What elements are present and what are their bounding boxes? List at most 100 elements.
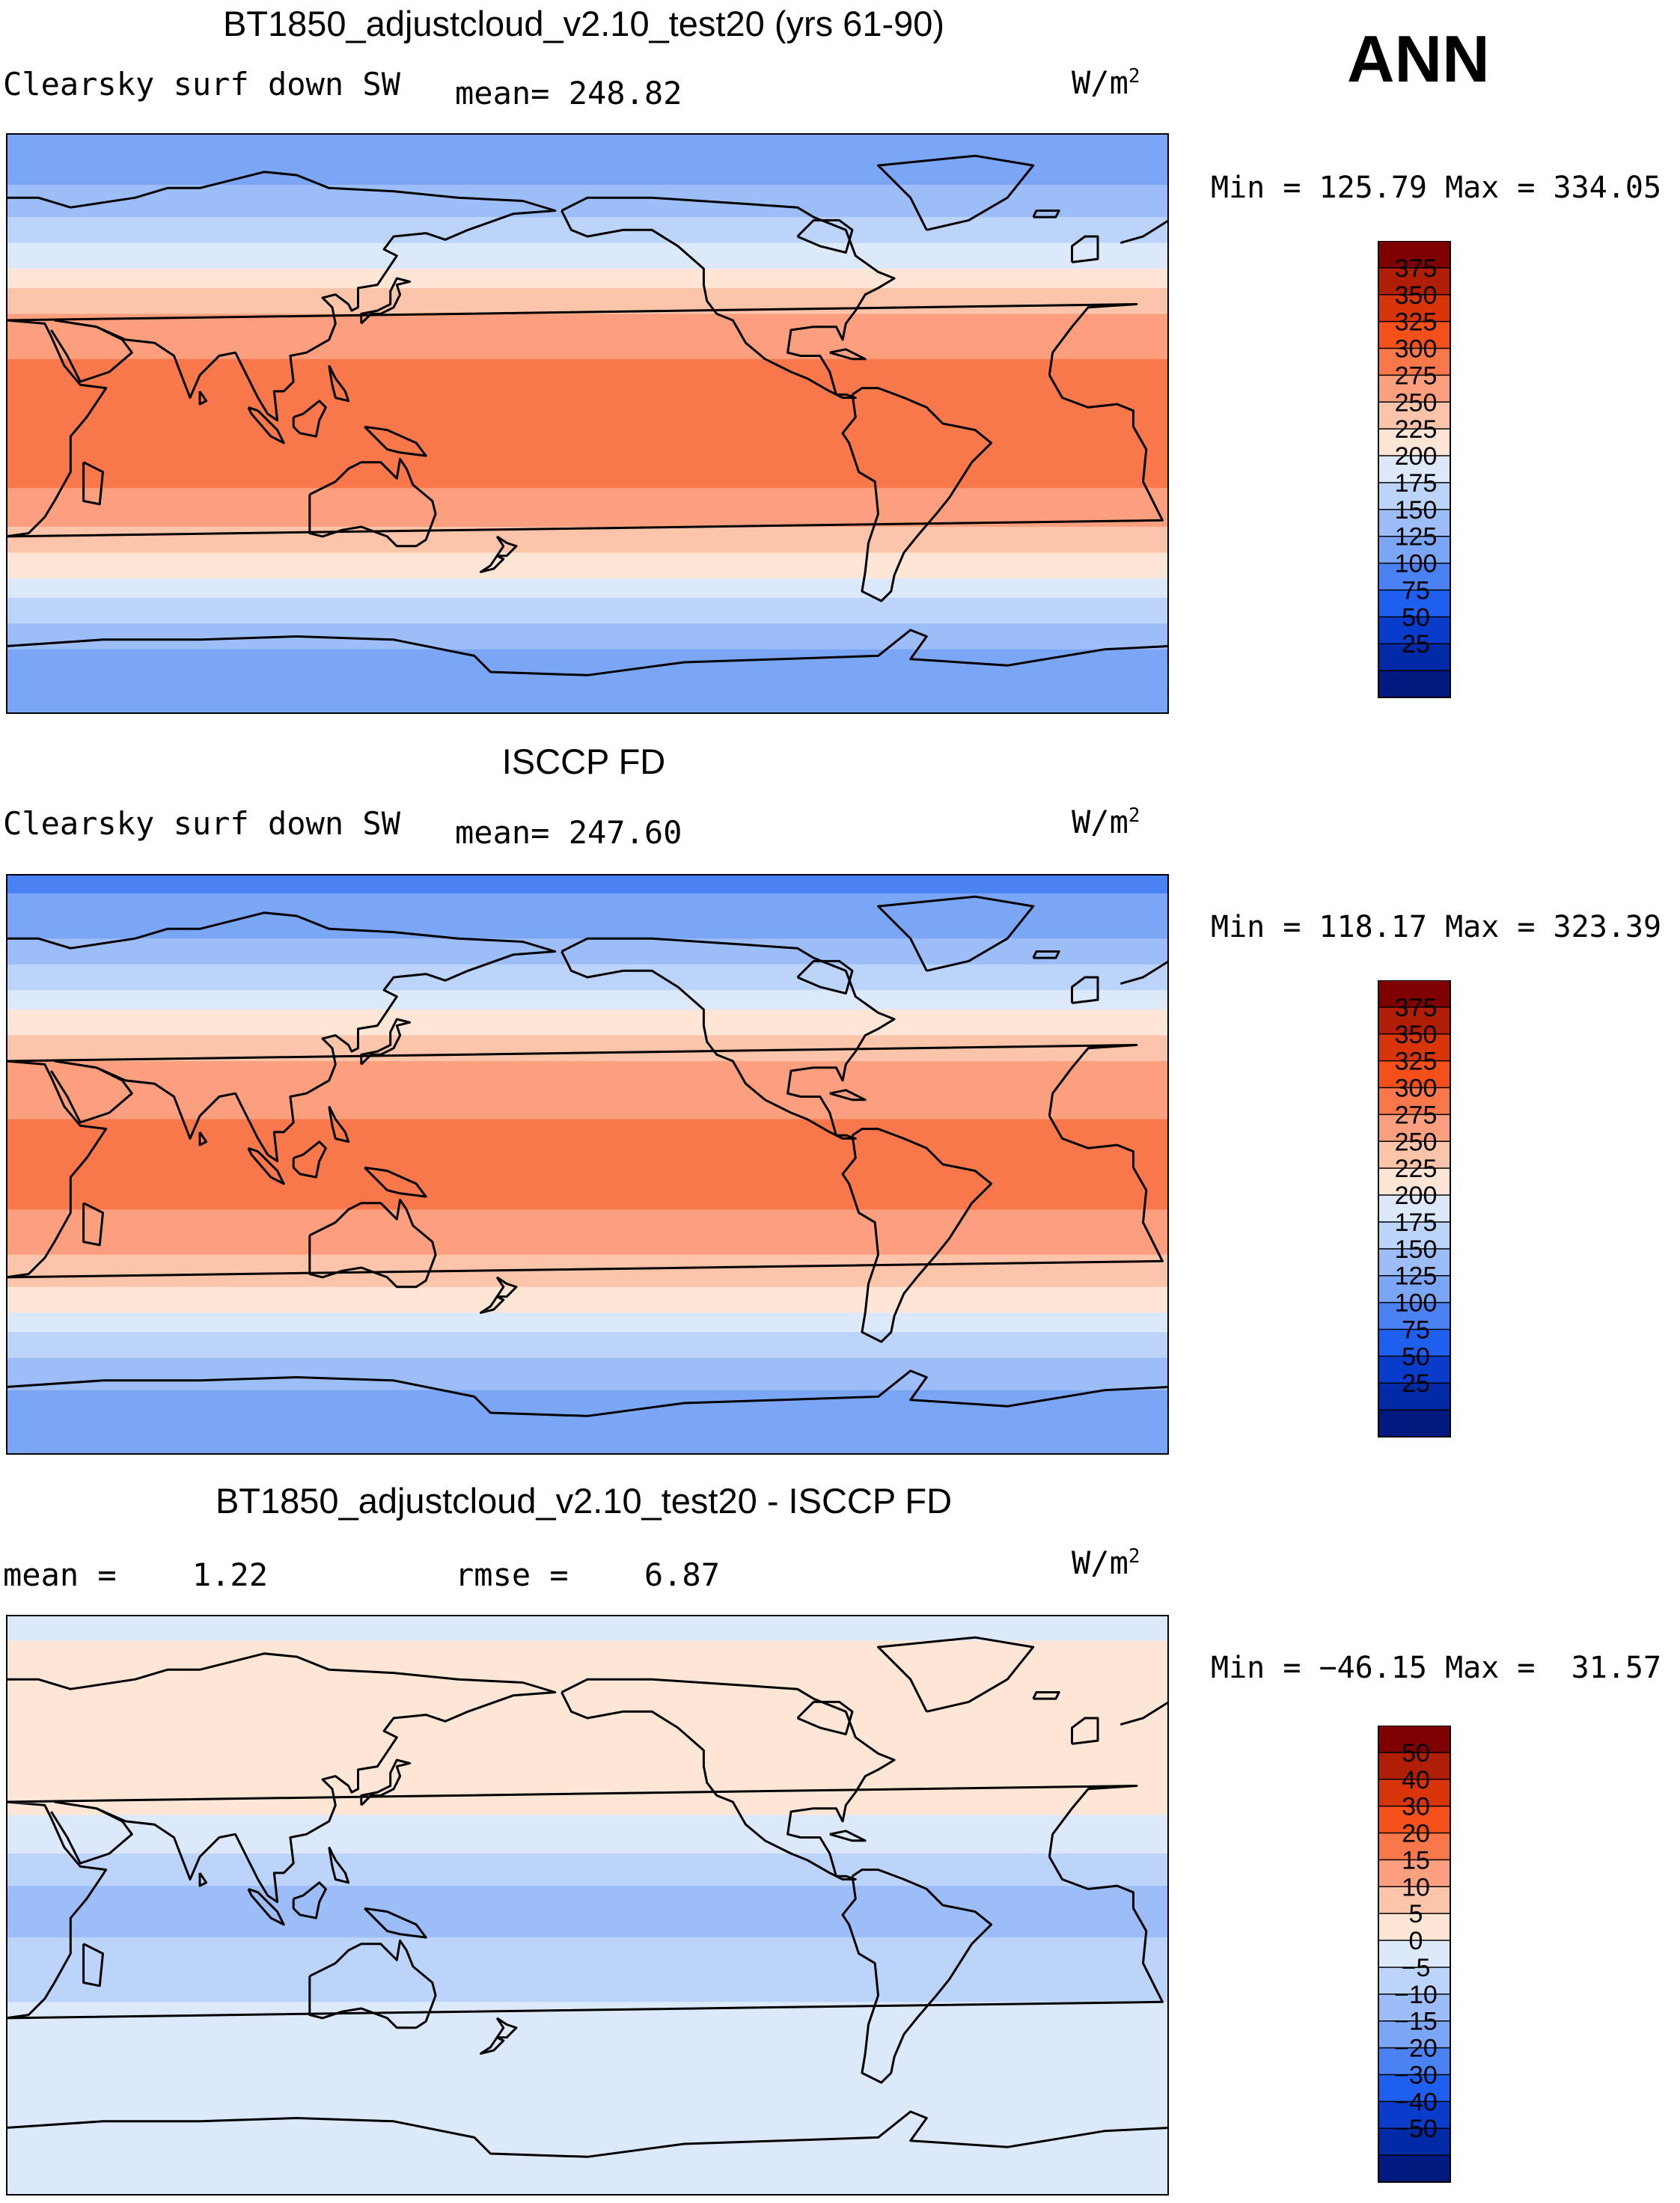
colorbar-box (1378, 509, 1450, 537)
heatmap-band (6, 1982, 1169, 1990)
heatmap-band (6, 1737, 1169, 1745)
heatmap-band (6, 417, 1169, 424)
heatmap-band (6, 456, 1169, 463)
coastline (1071, 976, 1099, 1004)
colorbar-box (1378, 1383, 1450, 1411)
heatmap-band (6, 1061, 1169, 1069)
heatmap-band (6, 1170, 1169, 1179)
coastline (1071, 1717, 1099, 1745)
heatmap-band (6, 2002, 1169, 2009)
heatmap-band (6, 1441, 1169, 1449)
heatmap-band (6, 1409, 1169, 1417)
colorbar-tick-label: 75 (1402, 576, 1430, 605)
colorbar-tick-label: 200 (1395, 442, 1438, 471)
heatmap-band (6, 1905, 1169, 1913)
coastline (360, 1018, 412, 1066)
heatmap-band (6, 1647, 1169, 1654)
heatmap-band (6, 938, 1169, 946)
heatmap-band (6, 1802, 1169, 1809)
heatmap-band (6, 1886, 1169, 1893)
heatmap-band (6, 1377, 1169, 1385)
heatmap-band (6, 1113, 1169, 1120)
colorbar-tick-label: 50 (1402, 1342, 1430, 1371)
heatmap-band (6, 1158, 1169, 1165)
colorbar-box (1378, 429, 1450, 456)
colorbar-tick-label: 125 (1395, 1262, 1438, 1291)
heatmap-band (6, 1422, 1169, 1430)
heatmap-band (6, 204, 1169, 212)
heatmap-band (6, 2014, 1169, 2023)
heatmap-band (6, 1717, 1169, 1726)
heatmap-band (6, 1435, 1169, 1443)
heatmap-band (6, 951, 1169, 959)
heatmap-band (6, 2111, 1169, 2119)
heatmap-band (6, 1808, 1169, 1816)
heatmap-band (6, 1119, 1169, 1127)
heatmap-band (6, 1827, 1169, 1836)
colorbar-box (1378, 1221, 1450, 1250)
heatmap-band (6, 1666, 1169, 1674)
colorbar-tick-label: 175 (1395, 469, 1438, 498)
heatmap-band (6, 287, 1169, 296)
colorbar-tick-label: 150 (1395, 1235, 1438, 1264)
heatmap-band (6, 507, 1169, 515)
heatmap-band (6, 675, 1169, 682)
coastline (841, 1128, 993, 1343)
heatmap-band (6, 2169, 1169, 2178)
heatmap-band (6, 1847, 1169, 1855)
heatmap-band (6, 899, 1169, 908)
heatmap-band (6, 152, 1169, 160)
colorbar-tick-label: 175 (1395, 1209, 1438, 1237)
heatmap-band (6, 178, 1169, 186)
panel-obs-unit: W/m2 (1072, 804, 1140, 840)
heatmap-band (6, 1222, 1169, 1230)
heatmap-band (6, 623, 1169, 631)
heatmap-band (6, 494, 1169, 502)
heatmap-band (6, 668, 1169, 676)
heatmap-band (6, 1197, 1169, 1204)
heatmap-band (6, 139, 1169, 147)
map-frame (6, 133, 1169, 714)
heatmap-band (6, 358, 1169, 367)
heatmap-band (6, 656, 1169, 664)
coastline (247, 1146, 285, 1185)
colorbar-tick-label: −50 (1394, 2115, 1438, 2143)
heatmap-band (6, 2118, 1169, 2126)
colorbar-tick-label: 0 (1409, 1927, 1423, 1955)
heatmap-band (6, 925, 1169, 933)
coastline (6, 1369, 1169, 1417)
heatmap-band (6, 501, 1169, 509)
coastline (877, 895, 1035, 972)
colorbar-tick-label: 25 (1402, 630, 1430, 659)
heatmap-band (6, 694, 1169, 702)
heatmap-band (6, 223, 1169, 231)
heatmap-band (6, 1750, 1169, 1758)
colorbar-box (1378, 1752, 1450, 1780)
coastline (829, 1089, 867, 1102)
colorbar-tick-label: 325 (1395, 1048, 1438, 1076)
colorbar-box (1378, 1168, 1450, 1196)
heatmap-band (6, 513, 1169, 522)
heatmap-band (6, 385, 1169, 392)
panel-obs-map (6, 874, 1169, 1455)
panel-model-title: BT1850_adjustcloud_v2.10_test20 (yrs 61-… (222, 4, 945, 43)
colorbar-tick-label: 300 (1395, 335, 1438, 364)
heatmap-band (6, 2182, 1169, 2190)
heatmap-band (6, 1866, 1169, 1874)
colorbar-tick-label: 10 (1402, 1873, 1430, 1901)
colorbar-box (1378, 2020, 1450, 2049)
heatmap-band (6, 1131, 1169, 1140)
heatmap-band (6, 1769, 1169, 1777)
heatmap-band (6, 662, 1169, 670)
heatmap-band (6, 1776, 1169, 1784)
colorbar-box (1378, 2155, 1450, 2183)
heatmap-band (6, 2053, 1169, 2061)
coastline (328, 1105, 350, 1143)
heatmap-band (6, 1628, 1169, 1635)
colorbar-tick-label: −15 (1394, 2008, 1438, 2036)
heatmap-band (6, 230, 1169, 237)
colorbar-box (1378, 980, 1450, 1008)
heatmap-band (6, 1685, 1169, 1693)
heatmap-band (6, 887, 1169, 894)
colorbar-tick-label: 40 (1402, 1766, 1430, 1794)
